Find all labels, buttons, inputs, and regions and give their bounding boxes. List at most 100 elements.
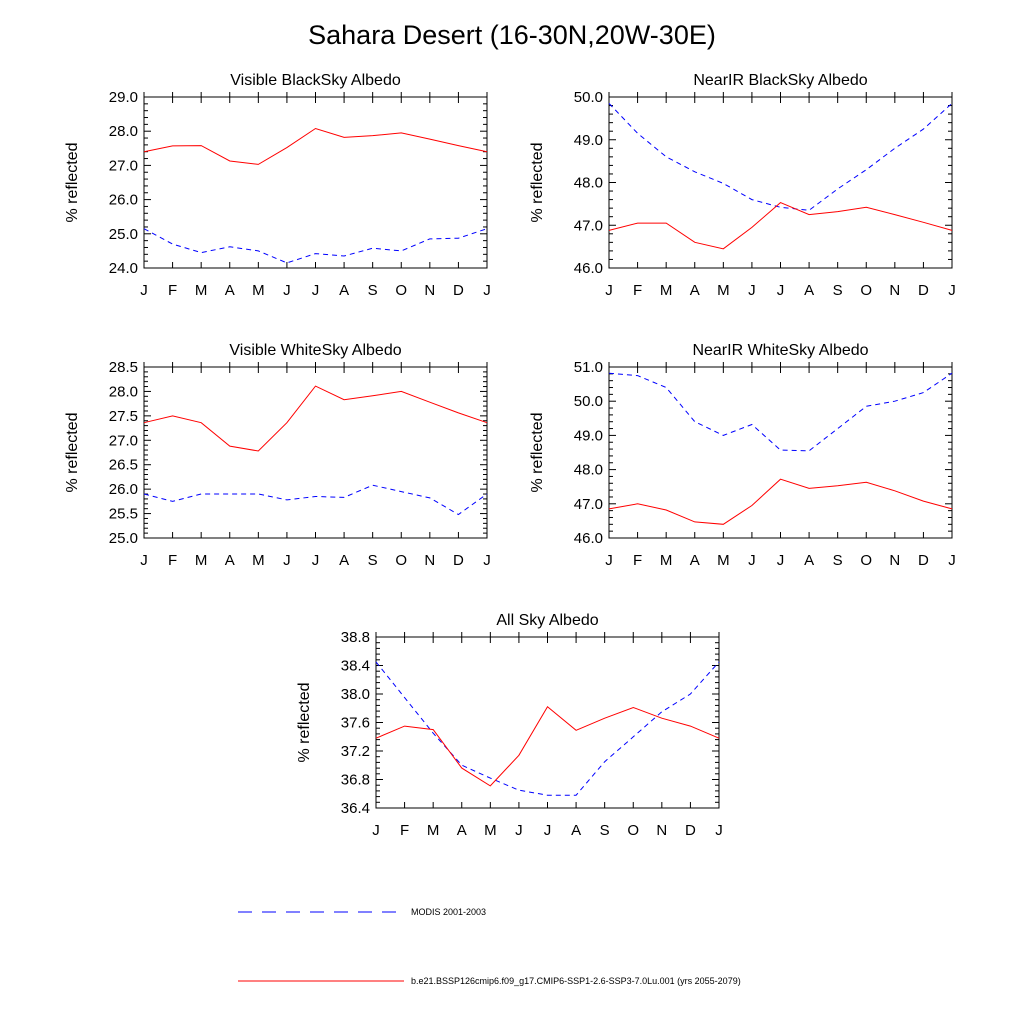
- x-tick-label: O: [860, 282, 872, 299]
- plot-frame: [608, 96, 953, 269]
- x-tick-label: J: [948, 552, 956, 569]
- y-tick-label: 28.0: [109, 123, 138, 140]
- figure-title: Sahara Desert (16-30N,20W-30E): [308, 20, 716, 50]
- x-tick-label: A: [339, 282, 349, 299]
- x-tick-label: A: [804, 282, 814, 299]
- y-tick-label: 51.0: [574, 359, 603, 376]
- y-tick-label: 27.5: [109, 408, 138, 425]
- x-tick-label: J: [948, 282, 956, 299]
- x-tick-label: N: [889, 282, 900, 299]
- x-tick-label: M: [660, 282, 673, 299]
- series-line-model: [143, 385, 488, 452]
- legend-label-model: b.e21.BSSP126cmip6.f09_g17.CMIP6-SSP1-2.…: [411, 976, 741, 986]
- y-tick-label: 38.8: [341, 629, 370, 646]
- series-line-modis: [375, 661, 720, 796]
- x-tick-label: J: [312, 552, 320, 569]
- x-tick-label: O: [395, 552, 407, 569]
- x-tick-label: N: [424, 282, 435, 299]
- y-tick-label: 46.0: [574, 260, 603, 277]
- x-tick-label: S: [368, 282, 378, 299]
- x-tick-label: J: [605, 552, 613, 569]
- x-tick-label: J: [283, 552, 291, 569]
- x-tick-label: D: [918, 552, 929, 569]
- y-tick-label: 36.4: [341, 800, 370, 817]
- x-tick-label: S: [368, 552, 378, 569]
- x-tick-label: S: [833, 282, 843, 299]
- y-tick-label: 48.0: [574, 462, 603, 479]
- y-tick-label: 26.0: [109, 481, 138, 498]
- x-tick-label: J: [748, 552, 756, 569]
- legend-label-modis: MODIS 2001-2003: [411, 907, 486, 917]
- y-tick-label: 25.0: [109, 226, 138, 243]
- x-tick-label: F: [168, 282, 177, 299]
- plot-frame: [375, 636, 720, 809]
- x-tick-label: J: [777, 552, 785, 569]
- y-tick-label: 38.0: [341, 686, 370, 703]
- plot-frame: [143, 96, 488, 269]
- series-line-modis: [143, 484, 488, 516]
- x-tick-label: J: [312, 282, 320, 299]
- series-line-model: [375, 706, 720, 787]
- x-tick-label: A: [339, 552, 349, 569]
- x-tick-label: A: [804, 552, 814, 569]
- y-tick-label: 28.5: [109, 359, 138, 376]
- legend: MODIS 2001-2003 b.e21.BSSP126cmip6.f09_g…: [238, 907, 741, 986]
- x-tick-label: M: [195, 282, 208, 299]
- x-tick-label: M: [660, 552, 673, 569]
- x-tick-label: J: [715, 822, 723, 839]
- panel-title: NearIR WhiteSky Albedo: [692, 342, 868, 359]
- x-tick-label: D: [453, 282, 464, 299]
- series-line-model: [143, 127, 488, 165]
- x-tick-label: N: [424, 552, 435, 569]
- y-axis-label: % reflected: [296, 682, 313, 762]
- panel-title: All Sky Albedo: [496, 612, 598, 629]
- x-tick-label: A: [225, 552, 235, 569]
- x-tick-label: J: [140, 282, 148, 299]
- y-tick-label: 27.0: [109, 157, 138, 174]
- y-tick-label: 25.0: [109, 530, 138, 547]
- y-tick-label: 24.0: [109, 260, 138, 277]
- panel-title: Visible WhiteSky Albedo: [229, 342, 401, 359]
- y-tick-label: 50.0: [574, 89, 603, 106]
- x-tick-label: F: [633, 552, 642, 569]
- x-tick-label: J: [483, 552, 491, 569]
- y-tick-label: 36.8: [341, 772, 370, 789]
- series-line-modis: [608, 103, 953, 211]
- y-tick-label: 50.0: [574, 393, 603, 410]
- y-axis-label: % reflected: [529, 142, 546, 222]
- x-tick-label: J: [372, 822, 380, 839]
- x-tick-label: A: [457, 822, 467, 839]
- x-tick-label: M: [252, 282, 265, 299]
- x-tick-label: J: [544, 822, 552, 839]
- y-axis-label: % reflected: [64, 142, 81, 222]
- x-tick-label: A: [571, 822, 581, 839]
- x-tick-label: M: [427, 822, 440, 839]
- panel-title: Visible BlackSky Albedo: [230, 72, 401, 89]
- x-tick-label: A: [690, 282, 700, 299]
- plot-frame: [143, 366, 488, 539]
- x-tick-label: M: [252, 552, 265, 569]
- x-tick-label: F: [168, 552, 177, 569]
- x-tick-label: A: [225, 282, 235, 299]
- y-tick-label: 25.5: [109, 506, 138, 523]
- y-axis-label: % reflected: [529, 412, 546, 492]
- y-tick-label: 26.5: [109, 457, 138, 474]
- x-tick-label: J: [283, 282, 291, 299]
- series-line-model: [608, 478, 953, 525]
- x-tick-label: O: [860, 552, 872, 569]
- y-tick-label: 47.0: [574, 217, 603, 234]
- x-tick-label: F: [633, 282, 642, 299]
- series-line-modis: [143, 228, 488, 264]
- y-tick-label: 27.0: [109, 432, 138, 449]
- series-line-model: [608, 202, 953, 250]
- y-tick-label: 28.0: [109, 383, 138, 400]
- x-tick-label: M: [717, 282, 730, 299]
- x-tick-label: S: [600, 822, 610, 839]
- x-tick-label: J: [748, 282, 756, 299]
- x-tick-label: J: [140, 552, 148, 569]
- x-tick-label: N: [656, 822, 667, 839]
- x-tick-label: S: [833, 552, 843, 569]
